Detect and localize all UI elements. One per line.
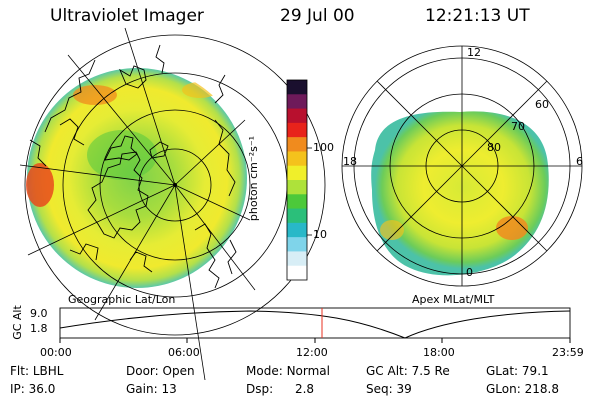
mlt-label-6: 6 [576, 155, 583, 168]
info-door: Door: Open [126, 364, 195, 378]
info-seq: Seq: 39 [366, 382, 412, 396]
colorbar-segment [287, 194, 307, 210]
info-dsp: Dsp: 2.8 [246, 382, 315, 396]
uv-image-geographic [27, 68, 247, 288]
colorbar-segment [287, 137, 307, 152]
colorbar-segment [287, 251, 307, 267]
apex-map [341, 45, 583, 287]
colorbar-segment [287, 151, 307, 167]
instrument-title: Ultraviolet Imager [50, 6, 204, 26]
timeline-y-max: 9.0 [30, 307, 48, 320]
mlat-label-70: 70 [511, 120, 525, 133]
timeline-plot [59, 307, 571, 343]
colorbar-segment [287, 222, 307, 238]
time-label-1800: 18:00 [423, 346, 455, 359]
timeline-axis-label: GC Alt [10, 305, 24, 340]
colorbar-unit-label: photon cm⁻²s⁻¹ [247, 135, 261, 222]
colorbar-segment [287, 265, 307, 281]
time-label-0600: 06:00 [168, 346, 200, 359]
geographic-caption: Geographic Lat/Lon [68, 293, 176, 306]
mlt-label-12: 12 [467, 46, 481, 59]
geographic-map [19, 27, 326, 381]
info-mode: Mode: Normal [246, 364, 330, 378]
info-gc-alt: GC Alt: 7.5 Re [366, 364, 450, 378]
colorbar-segment [287, 237, 307, 252]
info-flt: Flt: LBHL [10, 364, 64, 378]
image-date: 29 Jul 00 [280, 6, 355, 26]
uv-image-apex [371, 111, 549, 276]
mlat-label-60: 60 [535, 98, 549, 111]
colorbar-segment [287, 122, 307, 138]
colorbar-segment [287, 165, 307, 181]
colorbar-tick-100: 100 [313, 141, 334, 154]
colorbar-segment [287, 94, 307, 110]
info-gain: Gain: 13 [126, 382, 177, 396]
coastlines [29, 44, 237, 289]
apex-caption: Apex MLat/MLT [412, 293, 495, 306]
mlt-label-18: 18 [343, 155, 357, 168]
time-label-2359: 23:59 [552, 346, 584, 359]
info-glon: GLon: 218.8 [486, 382, 559, 396]
colorbar-segment [287, 180, 307, 195]
apex-grid [341, 45, 583, 287]
colorbar-segment [287, 80, 307, 95]
colorbar-segment [287, 108, 307, 124]
altitude-curve [59, 310, 571, 339]
time-label-1200: 12:00 [296, 346, 328, 359]
colorbar-tick-10: 10 [313, 228, 327, 241]
time-label-0000: 00:00 [40, 346, 72, 359]
mlt-label-0: 0 [466, 266, 473, 279]
colorbar [286, 79, 312, 281]
image-time: 12:21:13 UT [425, 6, 530, 26]
info-glat: GLat: 79.1 [486, 364, 549, 378]
info-ip: IP: 36.0 [10, 382, 56, 396]
timeline-y-min: 1.8 [30, 322, 48, 335]
colorbar-segment [287, 208, 307, 224]
mlat-label-80: 80 [487, 141, 501, 154]
